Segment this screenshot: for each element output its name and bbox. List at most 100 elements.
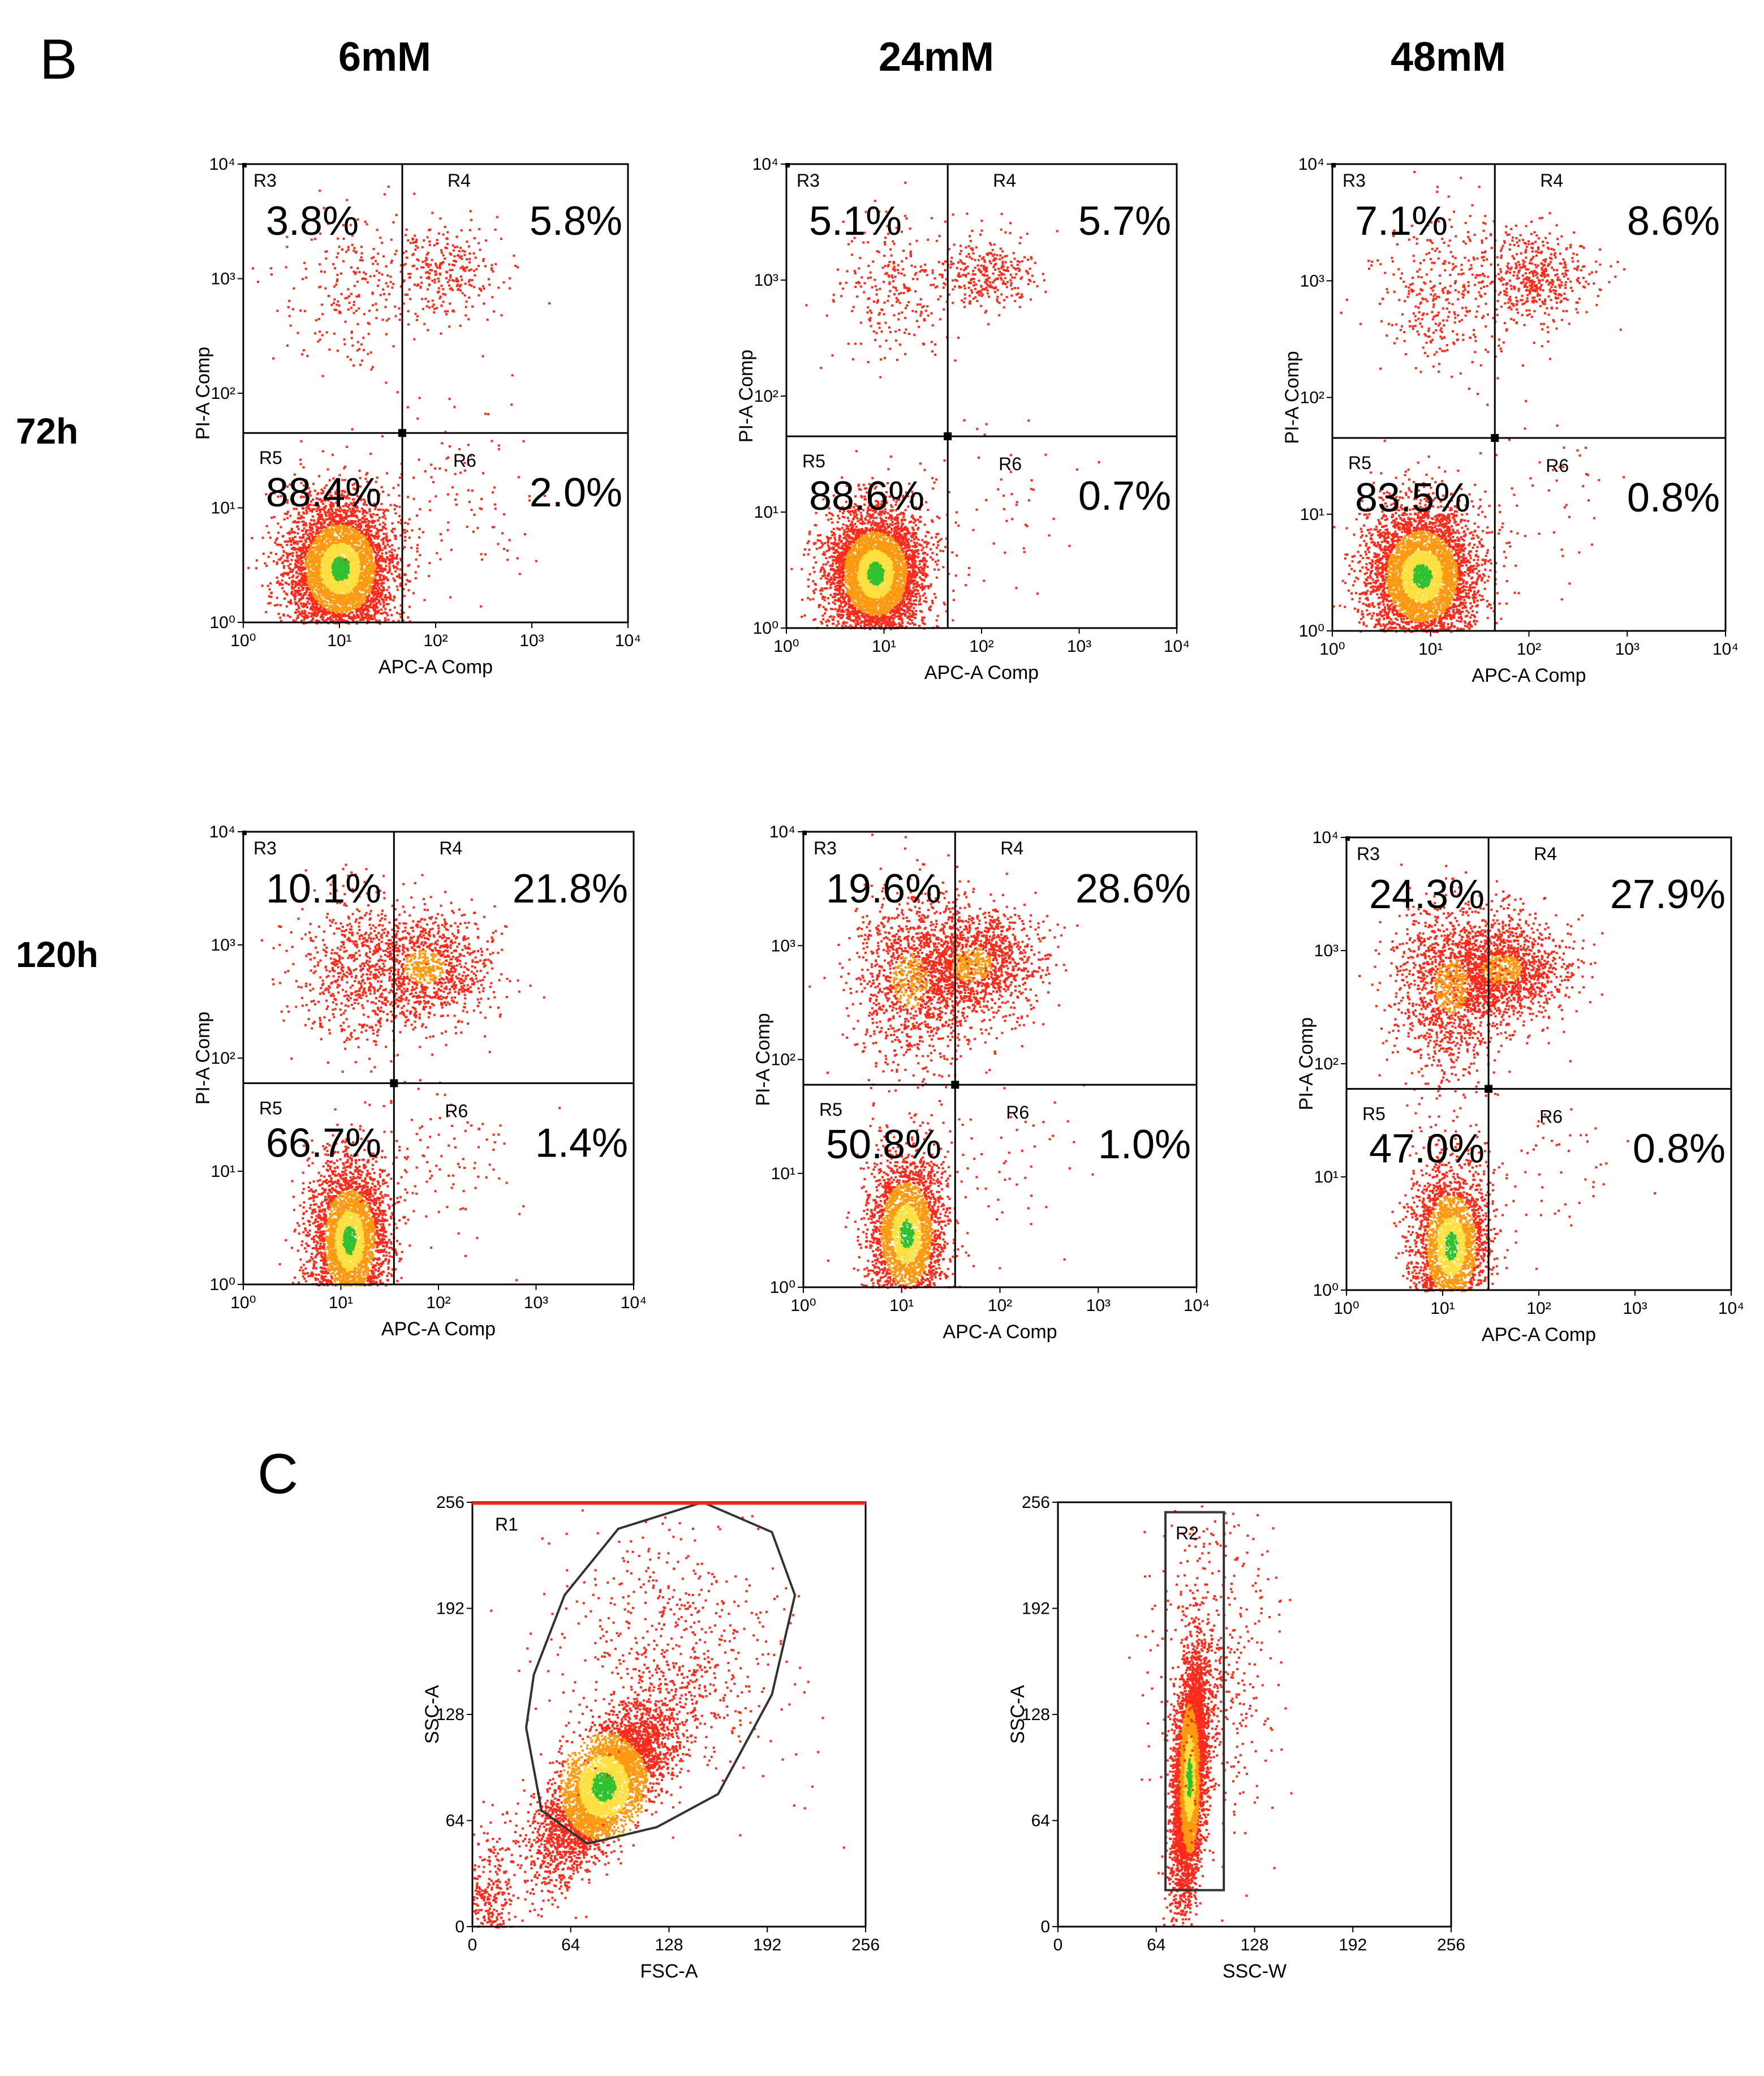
scatter-point xyxy=(364,525,367,528)
scatter-point xyxy=(350,555,352,558)
scatter-point xyxy=(371,600,373,603)
scatter-point xyxy=(321,544,324,547)
scatter-point xyxy=(277,580,279,583)
scatter-point xyxy=(297,517,299,519)
scatter-point xyxy=(337,608,340,611)
scatter-point xyxy=(368,535,370,538)
scatter-point xyxy=(298,598,301,601)
scatter-point xyxy=(324,608,327,611)
scatter-point xyxy=(351,553,354,556)
scatter-point xyxy=(300,584,303,587)
scatter-point xyxy=(372,522,375,525)
scatter-point xyxy=(305,560,308,562)
scatter-point xyxy=(506,549,509,552)
scatter-point xyxy=(332,505,335,508)
scatter-point xyxy=(414,312,417,315)
scatter-point xyxy=(276,562,278,565)
scatter-point xyxy=(364,580,367,582)
scatter-point xyxy=(320,525,322,527)
y-tick-label: 10⁴ xyxy=(209,155,235,174)
scatter-point xyxy=(434,263,437,265)
scatter-point xyxy=(468,278,471,281)
scatter-point xyxy=(304,553,307,556)
scatter-point xyxy=(340,600,343,603)
scatter-point xyxy=(327,499,330,502)
scatter-point xyxy=(341,550,343,553)
scatter-point xyxy=(378,493,381,496)
scatter-point xyxy=(294,563,296,566)
scatter-point xyxy=(333,525,335,527)
scatter-point xyxy=(373,502,376,505)
scatter-point xyxy=(375,601,378,604)
scatter-point xyxy=(381,242,384,244)
scatter-point xyxy=(339,580,342,583)
scatter-point xyxy=(365,504,368,506)
scatter-point xyxy=(332,573,335,576)
scatter-point xyxy=(322,565,325,568)
scatter-point xyxy=(337,504,340,507)
scatter-point xyxy=(302,466,305,469)
scatter-point xyxy=(341,490,343,493)
scatter-point xyxy=(320,555,322,557)
scatter-point xyxy=(326,511,329,514)
scatter-point xyxy=(330,518,333,521)
scatter-point xyxy=(334,541,337,544)
scatter-point xyxy=(383,611,386,614)
scatter-point xyxy=(316,613,319,616)
scatter-point xyxy=(444,431,447,433)
scatter-point xyxy=(373,599,376,601)
scatter-point xyxy=(464,306,467,308)
scatter-point xyxy=(325,257,328,260)
scatter-point xyxy=(317,557,320,560)
scatter-point xyxy=(384,617,386,620)
scatter-point xyxy=(456,279,459,282)
scatter-point xyxy=(444,310,446,313)
scatter-point xyxy=(414,234,416,237)
scatter-point xyxy=(315,606,318,608)
scatter-point xyxy=(366,538,369,540)
scatter-point xyxy=(335,543,338,546)
scatter-point xyxy=(279,604,282,607)
scatter-point xyxy=(343,509,346,512)
scatter-point xyxy=(352,561,355,564)
scatter-point xyxy=(317,577,320,579)
scatter-point xyxy=(316,493,319,496)
scatter-point xyxy=(459,283,462,286)
scatter-point xyxy=(355,565,358,568)
scatter-point xyxy=(372,577,375,580)
scatter-point xyxy=(302,583,305,586)
scatter-point xyxy=(447,456,450,459)
scatter-point xyxy=(306,597,308,600)
scatter-point xyxy=(355,611,358,613)
scatter-point xyxy=(346,575,349,578)
scatter-point xyxy=(516,557,519,560)
scatter-point xyxy=(300,553,303,556)
scatter-point xyxy=(338,474,341,476)
y-tick-label: 10³ xyxy=(211,270,235,289)
scatter-point xyxy=(363,617,366,620)
scatter-point xyxy=(320,538,322,541)
scatter-point xyxy=(309,490,312,493)
scatter-point xyxy=(354,569,356,572)
scatter-point xyxy=(337,566,339,569)
scatter-point xyxy=(436,242,438,245)
scatter-point xyxy=(428,272,431,275)
scatter-point xyxy=(411,529,414,532)
scatter-point xyxy=(506,558,509,561)
scatter-point xyxy=(292,546,295,549)
scatter-point xyxy=(320,545,323,548)
scatter-point xyxy=(319,513,321,516)
scatter-point xyxy=(335,590,338,592)
scatter-point xyxy=(324,549,327,552)
scatter-point xyxy=(365,605,368,608)
scatter-point xyxy=(338,556,341,559)
scatter-point xyxy=(458,285,461,288)
scatter-point xyxy=(356,582,359,584)
scatter-point xyxy=(392,565,395,568)
scatter-point xyxy=(446,271,449,274)
scatter-point xyxy=(365,549,368,552)
scatter-point xyxy=(427,288,429,291)
scatter-point xyxy=(381,516,384,518)
scatter-point xyxy=(350,512,353,515)
scatter-point xyxy=(337,560,340,562)
